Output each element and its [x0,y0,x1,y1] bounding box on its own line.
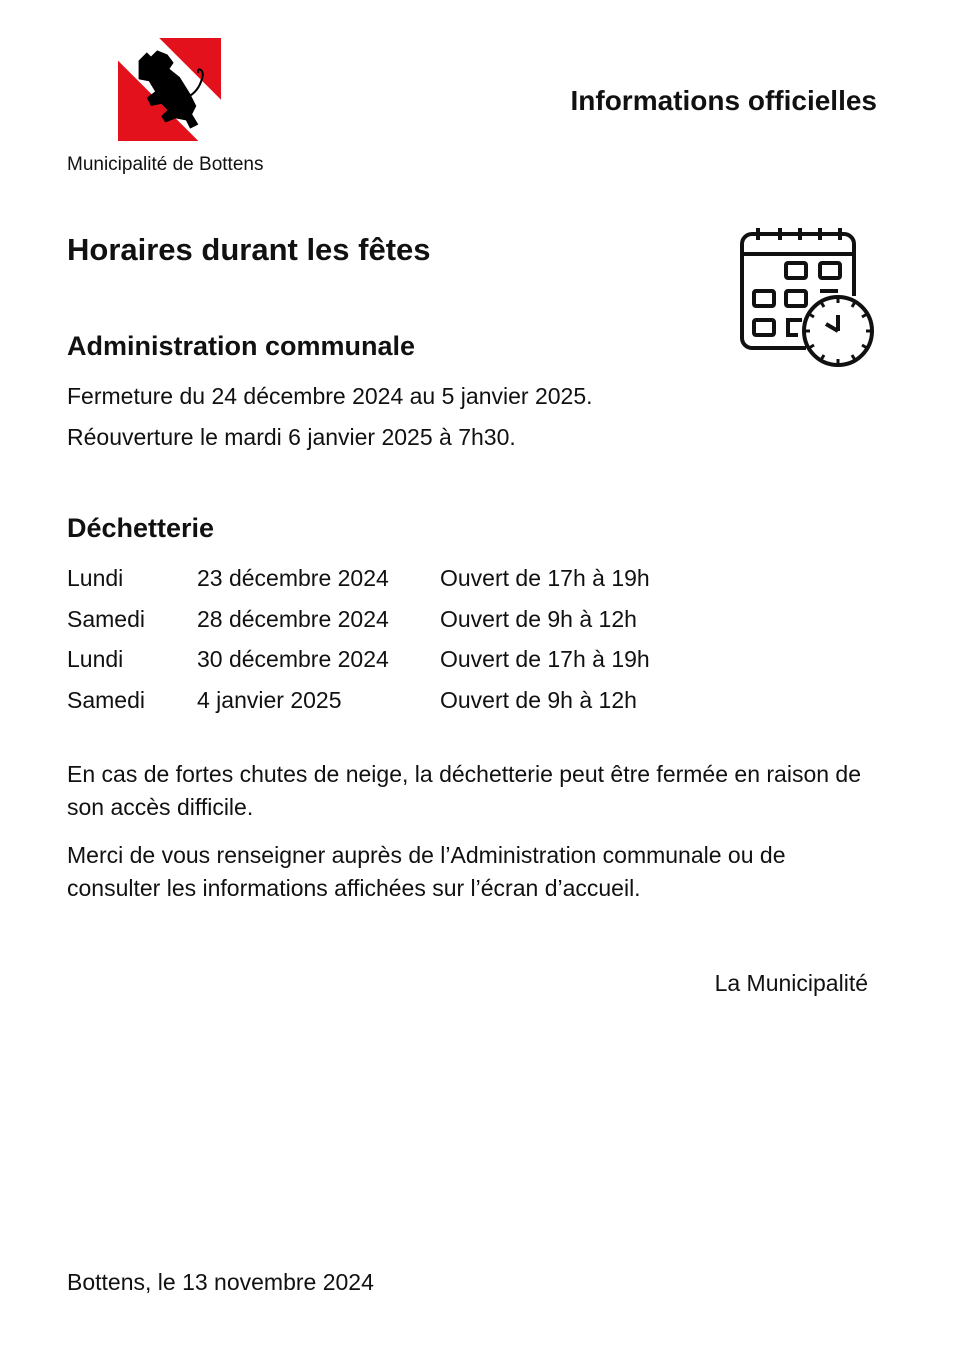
calendar-clock-icon [740,228,874,367]
information-notice: Merci de vous renseigner auprès de l’Adm… [67,842,786,901]
schedule-date: 23 décembre 2024 [197,565,389,591]
page-title: Horaires durant les fêtes [67,232,431,267]
schedule-hours: Ouvert de 9h à 12h [440,687,637,713]
schedule-date: 28 décembre 2024 [197,606,389,632]
snow-notice: En cas de fortes chutes de neige, la déc… [67,761,861,820]
administration-heading: Administration communale [67,331,416,361]
dechetterie-heading: Déchetterie [67,513,215,543]
administration-closure-line: Fermeture du 24 décembre 2024 au 5 janvi… [67,383,593,409]
municipality-name: Municipalité de Bottens [67,154,264,175]
schedule-hours: Ouvert de 17h à 19h [440,646,650,672]
schedule-row: Samedi 4 janvier 2025 Ouvert de 9h à 12h [67,687,767,717]
schedule-date: 30 décembre 2024 [197,646,389,672]
section-label: Informations officielles [570,85,878,116]
schedule-day: Samedi [67,606,145,632]
schedule-day: Lundi [67,565,124,591]
signature: La Municipalité [714,970,868,996]
schedule-hours: Ouvert de 9h à 12h [440,606,637,632]
schedule-day: Lundi [67,646,124,672]
schedule-row: Lundi 23 décembre 2024 Ouvert de 17h à 1… [67,565,767,595]
schedule-date: 4 janvier 2025 [197,687,342,713]
schedule-row: Lundi 30 décembre 2024 Ouvert de 17h à 1… [67,646,767,676]
municipality-coat-of-arms-logo [118,38,221,141]
date-line: Bottens, le 13 novembre 2024 [67,1269,374,1295]
schedule-hours: Ouvert de 17h à 19h [440,565,650,591]
administration-reopening-line: Réouverture le mardi 6 janvier 2025 à 7h… [67,424,516,450]
schedule-row: Samedi 28 décembre 2024 Ouvert de 9h à 1… [67,606,767,636]
schedule-day: Samedi [67,687,145,713]
